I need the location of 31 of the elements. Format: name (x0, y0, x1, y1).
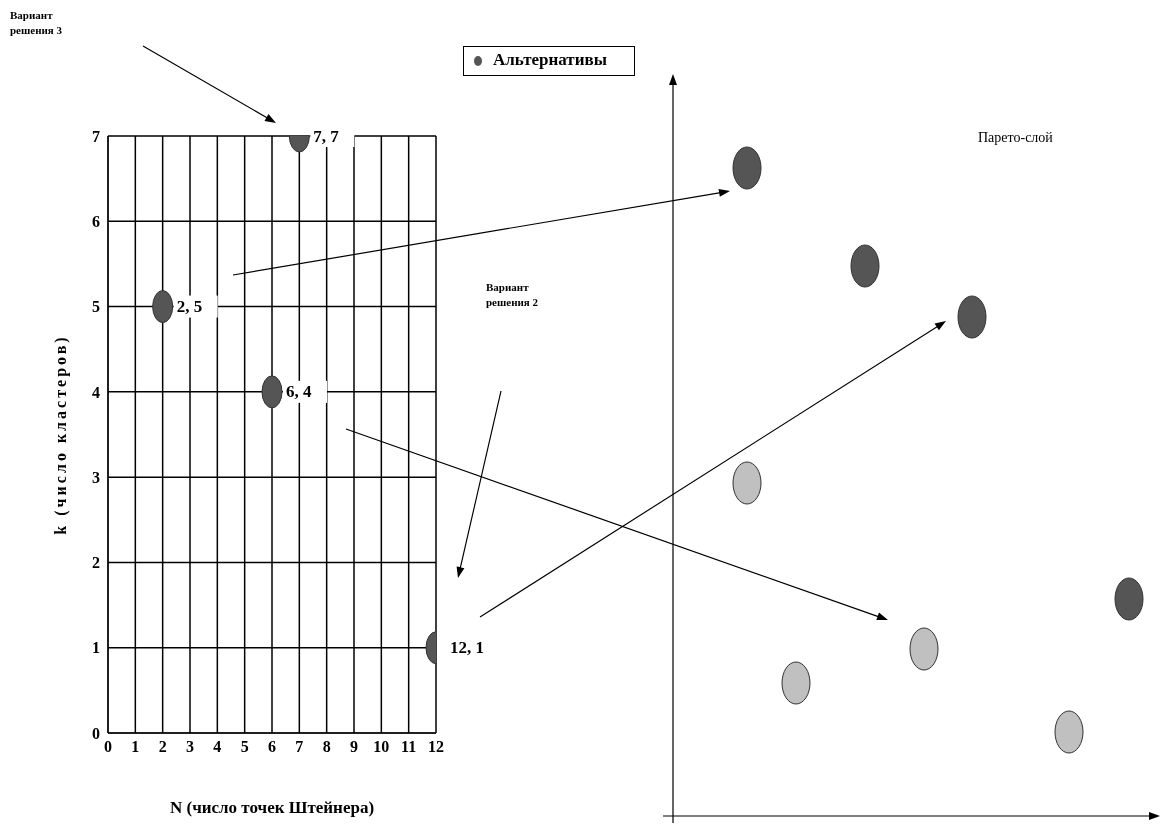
y-axis-title: k (число кластеров) (51, 334, 70, 535)
y-tick-label: 7 (92, 127, 100, 145)
x-tick-label: 7 (295, 738, 304, 756)
data-label: 12, 1 (450, 638, 484, 658)
y-tick-label: 1 (92, 639, 100, 657)
x-tick-label: 4 (213, 738, 222, 756)
y-tick-label: 6 (92, 212, 100, 230)
text: Альтернативы (493, 49, 607, 71)
x-tick-label: 9 (350, 738, 358, 756)
y-tick-label: 2 (92, 554, 100, 572)
text: Парето-слой (978, 129, 1054, 147)
x-tick-label: 8 (322, 738, 331, 756)
data-label: 6, 4 (286, 382, 312, 402)
x-tick-label: 1 (131, 738, 140, 756)
y-tick-label: 4 (92, 383, 100, 401)
x-axis-title: N (число точек Штейнера) (169, 798, 375, 817)
x-tick-label: 3 (186, 738, 194, 756)
x-tick-label: 6 (268, 738, 276, 756)
x-tick-label: 11 (401, 738, 417, 756)
text: Вариант решения 2 (486, 280, 540, 311)
x-tick-label: 2 (158, 738, 167, 756)
y-tick-label: 0 (92, 724, 100, 742)
data-label: 2, 5 (176, 297, 203, 317)
y-tick-label: 3 (92, 468, 100, 486)
x-tick-label: 12 (428, 738, 444, 756)
x-tick-label: 10 (373, 738, 390, 756)
y-tick-label: 5 (92, 298, 100, 316)
data-label: 7, 7 (313, 126, 340, 146)
x-tick-label: 0 (104, 738, 112, 756)
text: Вариант решения 3 (10, 8, 64, 39)
x-tick-label: 5 (240, 738, 249, 756)
